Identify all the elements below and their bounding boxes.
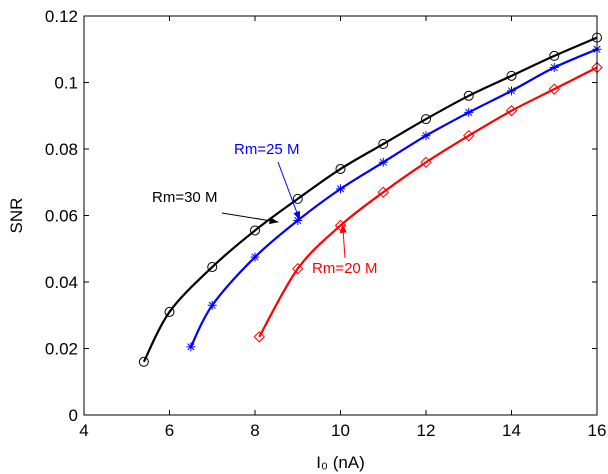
data-point <box>250 252 260 262</box>
data-point <box>507 86 516 96</box>
annotation-arrow-shaft <box>277 161 301 221</box>
data-point <box>292 262 304 275</box>
y-tick-label: 0.04 <box>45 273 78 292</box>
data-point <box>420 156 432 169</box>
annotation-arrow-shaft <box>221 212 279 223</box>
x-tick-label: 8 <box>250 421 259 440</box>
series-diamond <box>253 61 603 343</box>
y-tick-label: 0.06 <box>45 207 78 226</box>
data-point <box>463 129 475 142</box>
annotation-label: Rm=30 M <box>152 189 217 206</box>
data-point <box>186 342 196 352</box>
data-point <box>250 225 260 236</box>
plot-area <box>84 16 597 415</box>
x-tick-label: 16 <box>588 421 607 440</box>
y-tick-label: 0.12 <box>45 7 78 26</box>
annotation: Rm=30 M <box>152 189 279 225</box>
y-axis-title: SNR <box>7 198 26 234</box>
x-tick-label: 14 <box>502 421 521 440</box>
annotation-arrow-head <box>269 217 279 225</box>
data-point <box>549 63 559 73</box>
y-tick-label: 0.02 <box>45 340 78 359</box>
data-point <box>138 356 149 367</box>
data-point <box>336 184 345 194</box>
data-point <box>421 131 431 141</box>
data-point <box>464 107 474 117</box>
x-tick-label: 6 <box>165 421 174 440</box>
annotation-layer: Rm=30 M Rm=25 M Rm=20 M <box>152 141 377 277</box>
data-point <box>378 139 389 150</box>
series-line <box>142 36 598 363</box>
x-tick-label: 12 <box>417 421 436 440</box>
data-point <box>463 90 474 101</box>
annotation-arrow-head <box>339 223 347 234</box>
series-layer <box>138 32 603 367</box>
data-point <box>505 105 518 117</box>
data-point <box>335 163 346 174</box>
y-tick-label: 0.08 <box>45 140 78 159</box>
data-point <box>548 83 560 95</box>
data-point <box>334 219 347 232</box>
y-tick-label: 0.1 <box>54 74 78 93</box>
series-line <box>258 66 598 338</box>
annotation-label: Rm=20 M <box>312 260 377 277</box>
data-point <box>293 215 303 225</box>
data-point <box>207 262 218 273</box>
data-point <box>207 300 217 310</box>
annotation-label: Rm=25 M <box>234 141 299 158</box>
x-tick-label: 4 <box>79 421 88 440</box>
series-circle <box>138 32 602 367</box>
y-tick-label: 0 <box>69 406 78 425</box>
data-point <box>549 50 560 61</box>
series-star <box>186 44 602 352</box>
annotation: Rm=25 M <box>234 141 301 221</box>
annotation: Rm=20 M <box>312 223 377 277</box>
axes-layer: 4 6 8 10 12 14 16 0 0.02 0.04 0.06 0.08 0.1 0.12 <box>45 7 607 440</box>
data-point <box>421 114 431 125</box>
data-point <box>377 186 389 198</box>
data-point <box>164 306 175 317</box>
annotation-arrow-head <box>293 210 301 221</box>
data-point <box>292 193 303 204</box>
data-point <box>378 157 388 167</box>
data-point <box>506 70 517 81</box>
x-axis-title: I₀ (nA) <box>316 453 365 472</box>
data-point <box>253 331 265 343</box>
x-tick-label: 10 <box>331 421 350 440</box>
